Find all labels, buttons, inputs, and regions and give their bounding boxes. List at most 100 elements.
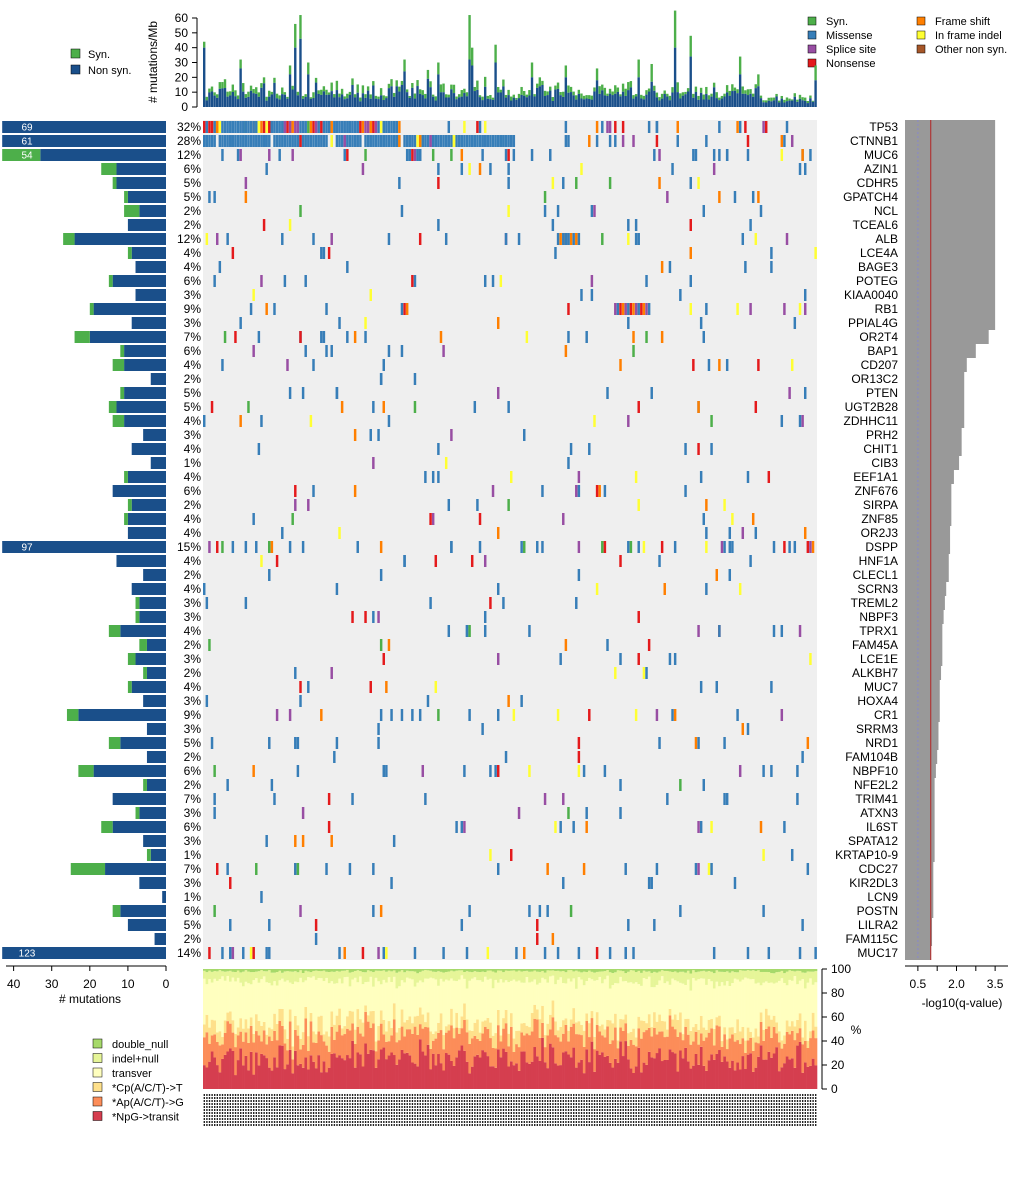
spectrum-segment xyxy=(744,1040,748,1053)
spectrum-segment xyxy=(205,1014,209,1033)
matrix-cell xyxy=(746,723,750,735)
sig-bar xyxy=(905,694,940,708)
spectrum-segment xyxy=(525,1062,529,1089)
spectrum-segment xyxy=(442,1049,446,1071)
spectrum-segment xyxy=(411,979,415,1024)
matrix-cell xyxy=(723,541,726,553)
left-bar-nonsyn xyxy=(135,261,166,273)
gene-percent: 4% xyxy=(184,512,202,526)
spectrum-segment xyxy=(770,969,774,974)
matrix-cell xyxy=(372,135,375,147)
spectrum-segment xyxy=(549,1043,552,1089)
matrix-cell xyxy=(320,247,323,259)
spectrum-segment xyxy=(718,986,722,1016)
spectrum-segment xyxy=(229,969,232,971)
spectrum-segment xyxy=(486,979,490,1018)
spectrum-segment xyxy=(364,972,368,983)
matrix-cell xyxy=(585,821,588,833)
matrix-cell xyxy=(205,695,209,707)
sig-bar xyxy=(905,498,952,512)
spectrum-segment xyxy=(374,970,378,978)
matrix-cell xyxy=(395,121,398,133)
legend-nonsyn-label: Non syn. xyxy=(88,65,131,77)
burden-bar-syn xyxy=(291,85,294,90)
spectrum-segment xyxy=(593,969,597,973)
spectrum-segment xyxy=(809,1031,813,1039)
sig-bar xyxy=(905,232,996,246)
matrix-cell xyxy=(338,527,341,539)
spectrum-segment xyxy=(288,1049,292,1089)
burden-bar-nonsyn xyxy=(720,98,724,107)
matrix-cell xyxy=(551,933,555,945)
gene-percent: 4% xyxy=(184,624,202,638)
burden-bar-syn xyxy=(369,94,372,99)
matrix-cell xyxy=(390,877,393,889)
spectrum-segment xyxy=(759,1045,763,1089)
spectrum-segment xyxy=(772,1015,776,1027)
matrix-cell xyxy=(705,499,708,511)
spectrum-segment xyxy=(270,1029,274,1041)
burden-bar-syn xyxy=(249,85,253,91)
burden-bar-syn xyxy=(496,87,500,93)
burden-bar-syn xyxy=(260,83,263,88)
spectrum-segment xyxy=(642,969,646,971)
burden-bar-nonsyn xyxy=(281,94,284,107)
spectrum-segment xyxy=(307,1069,310,1089)
left-bar-nonsyn xyxy=(154,933,166,945)
spectrum-segment xyxy=(366,1021,370,1054)
spectrum-segment xyxy=(210,1035,214,1052)
spectrum-segment xyxy=(731,1034,735,1061)
sig-bar xyxy=(905,582,947,596)
sig-bar xyxy=(905,442,962,456)
matrix-cell xyxy=(226,135,229,147)
spectrum-segment xyxy=(749,1053,753,1089)
gene-name: AZIN1 xyxy=(864,162,898,176)
spectrum-segment xyxy=(595,1012,599,1025)
spectrum-segment xyxy=(754,1028,758,1043)
burden-bar-nonsyn xyxy=(244,97,248,107)
spectrum-segment xyxy=(361,984,365,1023)
burden-bar-syn xyxy=(314,77,318,83)
sig-bar xyxy=(905,134,996,148)
matrix-cell xyxy=(273,121,276,133)
gene-percent: 32% xyxy=(177,120,201,134)
burden-bar-nonsyn xyxy=(660,98,664,107)
spectrum-segment xyxy=(629,969,633,971)
spectrum-segment xyxy=(338,1055,342,1089)
spectrum-segment xyxy=(692,1041,696,1066)
spectrum-segment xyxy=(533,970,537,980)
matrix-cell xyxy=(304,275,307,287)
spectrum-segment xyxy=(814,971,818,983)
burden-bar-nonsyn xyxy=(247,96,250,107)
spectrum-segment xyxy=(585,1020,589,1050)
spectrum-segment xyxy=(494,1033,498,1049)
spectrum-segment xyxy=(694,969,698,973)
matrix-cell xyxy=(764,121,768,133)
spectrum-segment xyxy=(429,1031,433,1049)
spectrum-segment xyxy=(465,988,469,1020)
matrix-cell xyxy=(785,121,789,133)
matrix-cell xyxy=(437,219,440,231)
spectrum-segment xyxy=(340,1058,344,1089)
matrix-cell xyxy=(416,149,419,161)
matrix-cell xyxy=(210,401,214,413)
spectrum-segment xyxy=(507,982,511,1034)
burden-bar-syn xyxy=(712,82,716,88)
sig-bar xyxy=(905,708,940,722)
matrix-cell xyxy=(390,121,393,133)
gene-percent: 3% xyxy=(184,876,202,890)
matrix-cell xyxy=(809,541,812,553)
spectrum-segment xyxy=(572,971,576,979)
burden-bar-syn xyxy=(223,79,227,89)
spectrum-segment xyxy=(757,969,761,971)
spectrum-segment xyxy=(460,1016,464,1029)
spectrum-segment xyxy=(777,980,781,1032)
matrix-cell xyxy=(268,149,271,161)
spectrum-segment xyxy=(814,1026,818,1039)
matrix-cell xyxy=(637,303,640,315)
spectrum-segment xyxy=(684,984,688,1019)
spectrum-segment xyxy=(780,1040,784,1049)
spectrum-segment xyxy=(775,1047,779,1089)
spectrum-segment xyxy=(249,969,253,973)
burden-bar-syn xyxy=(270,91,274,95)
